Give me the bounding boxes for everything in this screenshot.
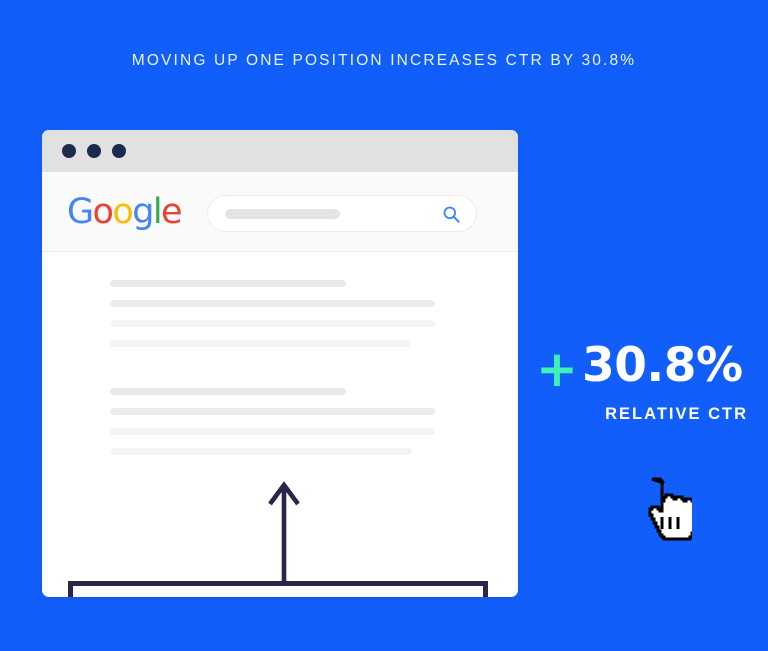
result-skeleton-line: [110, 320, 435, 327]
stat-block: + 30.8%: [536, 338, 748, 394]
pointing-hand-cursor-icon: [648, 477, 692, 541]
window-controls: [62, 144, 126, 158]
window-minimize-dot[interactable]: [87, 144, 101, 158]
stat-value: 30.8%: [582, 338, 743, 393]
browser-window-mockup: Google: [42, 130, 518, 597]
browser-titlebar: [42, 130, 518, 172]
search-placeholder-bar: [225, 209, 340, 219]
stat-label: RELATIVE CTR: [605, 405, 748, 423]
result-skeleton-line: [110, 408, 435, 415]
page-title: MOVING UP ONE POSITION INCREASES CTR BY …: [131, 52, 637, 69]
result-skeleton-line: [110, 428, 435, 435]
google-logo: Google: [67, 192, 182, 232]
search-header: Google: [42, 172, 518, 252]
highlighted-result[interactable]: [68, 581, 488, 597]
window-maximize-dot[interactable]: [112, 144, 126, 158]
result-skeleton-line: [110, 448, 412, 455]
search-results-area: [42, 252, 518, 597]
result-skeleton-line: [110, 280, 346, 287]
result-skeleton-line: [110, 388, 346, 395]
window-close-dot[interactable]: [62, 144, 76, 158]
result-skeleton-line: [110, 340, 410, 347]
search-icon[interactable]: [442, 205, 461, 224]
result-skeleton-line: [110, 300, 435, 307]
search-input[interactable]: [207, 195, 477, 232]
upward-arrow-icon: [268, 481, 300, 582]
plus-sign: +: [536, 340, 578, 398]
